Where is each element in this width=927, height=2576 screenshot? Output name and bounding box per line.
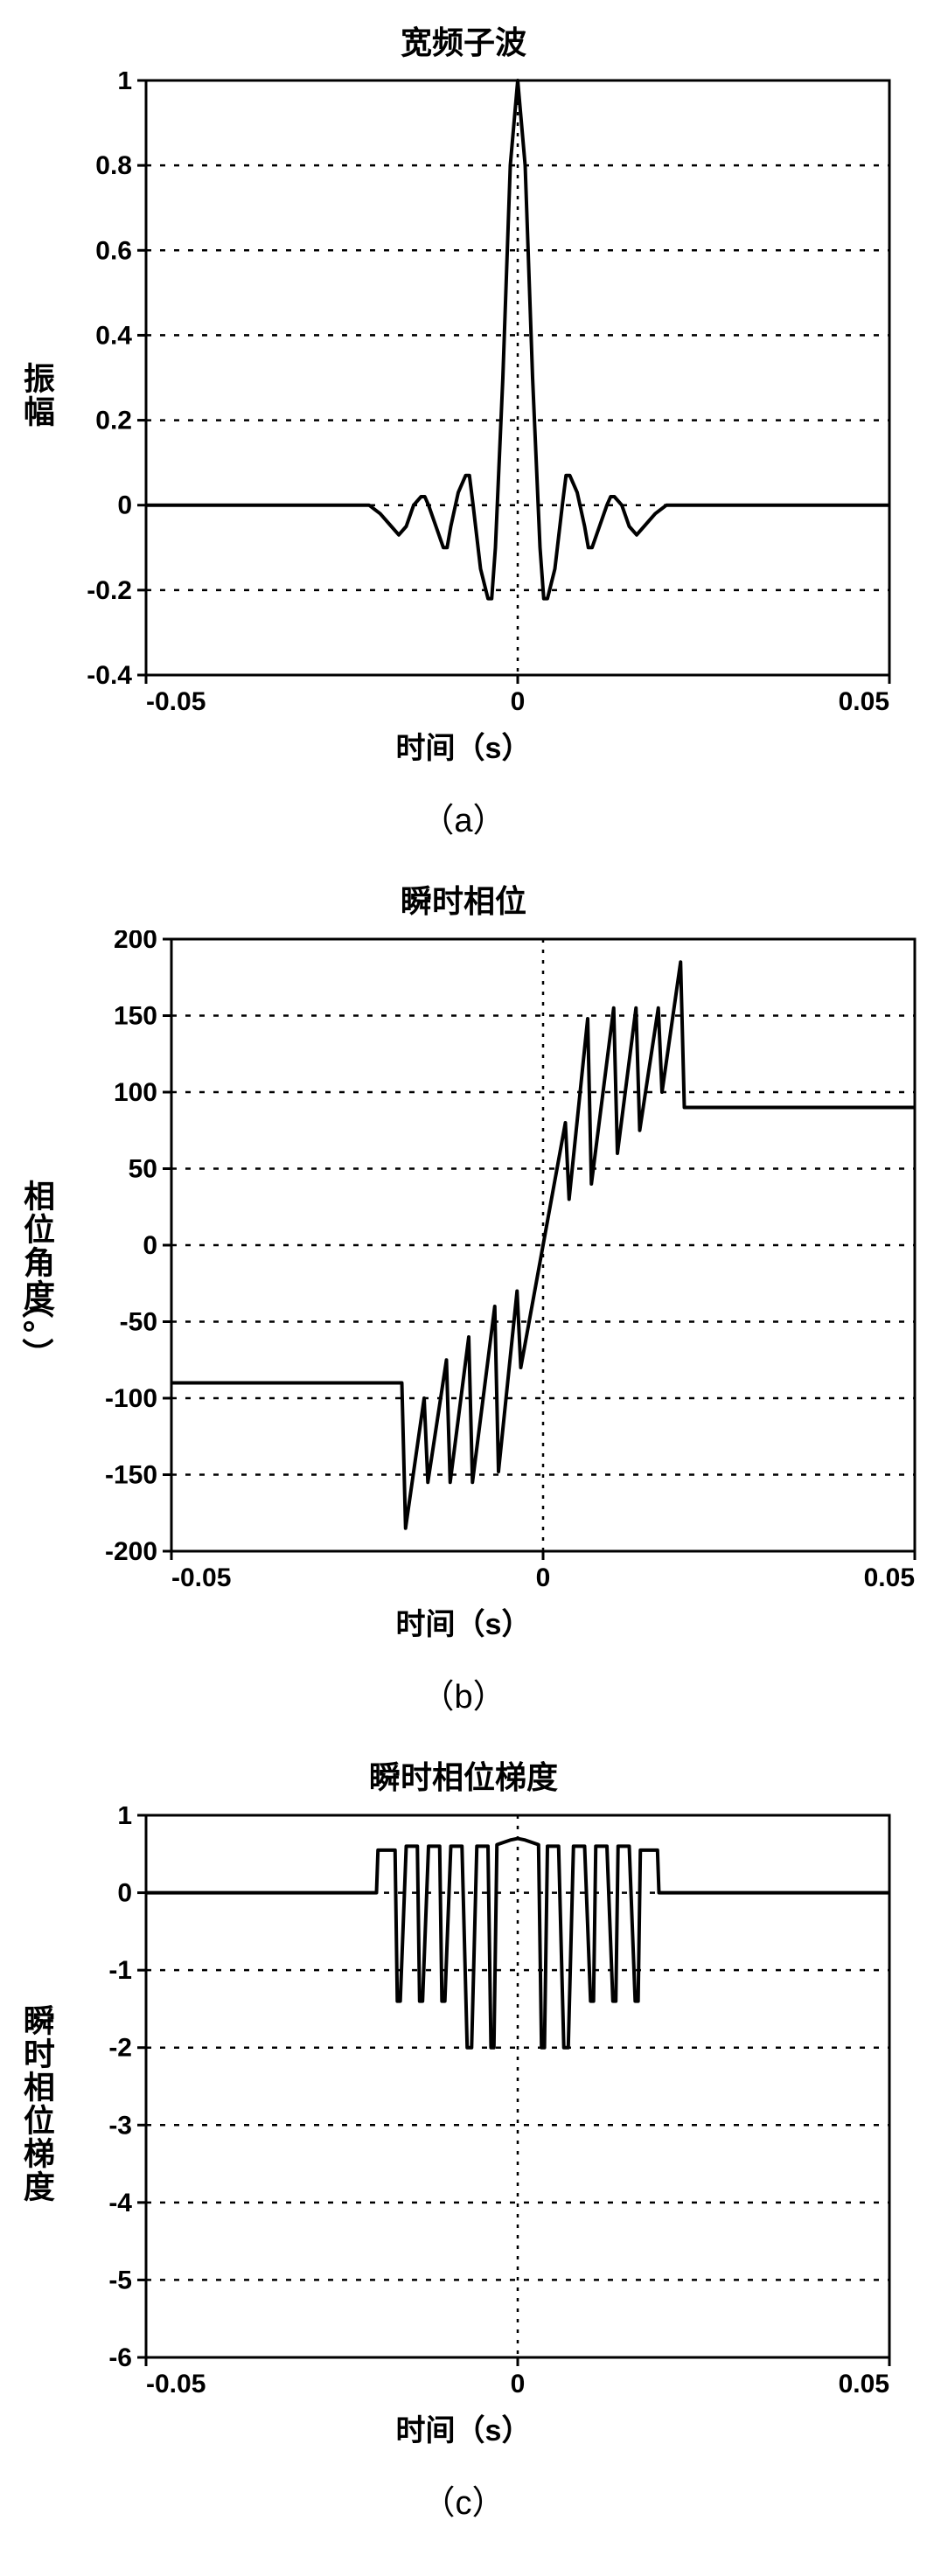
sublabel: （a） <box>421 793 505 841</box>
y-tick-label: 0.6 <box>95 236 132 265</box>
x-tick-label: -0.05 <box>171 1563 231 1592</box>
x-tick-label: -0.05 <box>146 2370 206 2398</box>
y-tick-label: 1 <box>117 72 132 95</box>
sublabel: （b） <box>421 1669 505 1717</box>
chart-row: 振幅 -0.4 -0.2 0 0.2 0.4 0.6 0.8 1 -0.05 0 0.05 <box>20 72 907 719</box>
y-tick-label: -6 <box>108 2343 132 2372</box>
x-tick-label: 0.05 <box>864 1563 915 1592</box>
y-axis-label: 相位角度（。） <box>0 1180 79 1346</box>
chart-a-block: 宽频子波振幅 -0.4 -0.2 0 0.2 0.4 0.6 0.8 1 -0.05 0 0.05 时间… <box>20 17 907 841</box>
x-axis-label: 时间（s） <box>396 1600 532 1643</box>
x-axis-label: 时间（s） <box>396 2406 532 2449</box>
chart-svg: -6 -5 -4 -3 -2 -1 0 1 -0.05 0 0.05 <box>59 1807 907 2401</box>
chart-c-block: 瞬时相位梯度瞬时相位梯度-6-5-4-3-2-101-0.0500.05时间（s… <box>20 1752 907 2524</box>
chart-title: 瞬时相位梯度 <box>369 1752 558 1798</box>
y-tick-label: -3 <box>108 2111 132 2140</box>
y-tick-label: 0 <box>117 491 132 520</box>
y-tick-label: 0.4 <box>95 321 132 350</box>
y-tick-label: 0 <box>143 1231 157 1260</box>
y-tick-label: -200 <box>105 1537 157 1566</box>
y-tick-label: -100 <box>105 1384 157 1413</box>
y-tick-label: 0 <box>117 1879 132 1908</box>
y-tick-label: 150 <box>114 1002 157 1031</box>
x-tick-label: -0.05 <box>146 687 206 716</box>
chart-title: 宽频子波 <box>401 17 526 63</box>
y-tick-label: 1 <box>117 1807 132 1830</box>
axis-box <box>146 1815 889 2357</box>
y-tick-label: -5 <box>108 2266 132 2294</box>
y-tick-label: -150 <box>105 1461 157 1490</box>
y-axis-unit: （。） <box>20 1287 53 1371</box>
y-tick-label: -4 <box>108 2189 132 2217</box>
y-tick-label: 0.2 <box>95 407 132 435</box>
x-tick-label: 0 <box>536 1563 551 1592</box>
y-tick-label: -2 <box>108 2034 132 2063</box>
data-series <box>146 80 889 599</box>
y-tick-label: 100 <box>114 1078 157 1107</box>
x-axis-label: 时间（s） <box>396 724 532 767</box>
y-axis-label: 振幅 <box>20 362 53 428</box>
chart-b-block: 瞬时相位相位角度（。） -200 -150 -100 -50 0 50 100 150 200 -0… <box>0 876 927 1717</box>
y-tick-label: -0.2 <box>87 576 132 605</box>
y-tick-label: -1 <box>108 1956 132 1985</box>
y-axis-label: 瞬时相位梯度 <box>20 2004 53 2204</box>
x-tick-label: 0 <box>511 2370 526 2398</box>
figure-container: 宽频子波振幅 -0.4 -0.2 0 0.2 0.4 0.6 0.8 1 -0.05 0 0.05 时间… <box>17 17 910 2559</box>
y-tick-label: -50 <box>120 1308 157 1337</box>
x-tick-label: 0.05 <box>839 687 889 716</box>
sublabel: （c） <box>422 2475 505 2524</box>
x-tick-label: 0 <box>511 687 526 716</box>
chart-row: 瞬时相位梯度 -6 -5 -4 -3 -2 -1 0 1 -0.05 0 0.05 <box>20 1807 907 2401</box>
y-tick-label: 200 <box>114 930 157 954</box>
chart-row: 相位角度（。） -200 -150 -100 -50 0 50 100 150 200 -0.05 0… <box>0 930 927 1595</box>
chart-title: 瞬时相位 <box>401 876 526 922</box>
x-tick-label: 0.05 <box>839 2370 889 2398</box>
y-tick-label: 50 <box>129 1155 157 1184</box>
y-tick-label: -0.4 <box>87 661 132 690</box>
chart-svg: -200 -150 -100 -50 0 50 100 150 200 -0.05 0 0.05 <box>84 930 927 1595</box>
y-tick-label: 0.8 <box>95 151 132 180</box>
chart-svg: -0.4 -0.2 0 0.2 0.4 0.6 0.8 1 -0.05 0 0.05 <box>59 72 907 719</box>
